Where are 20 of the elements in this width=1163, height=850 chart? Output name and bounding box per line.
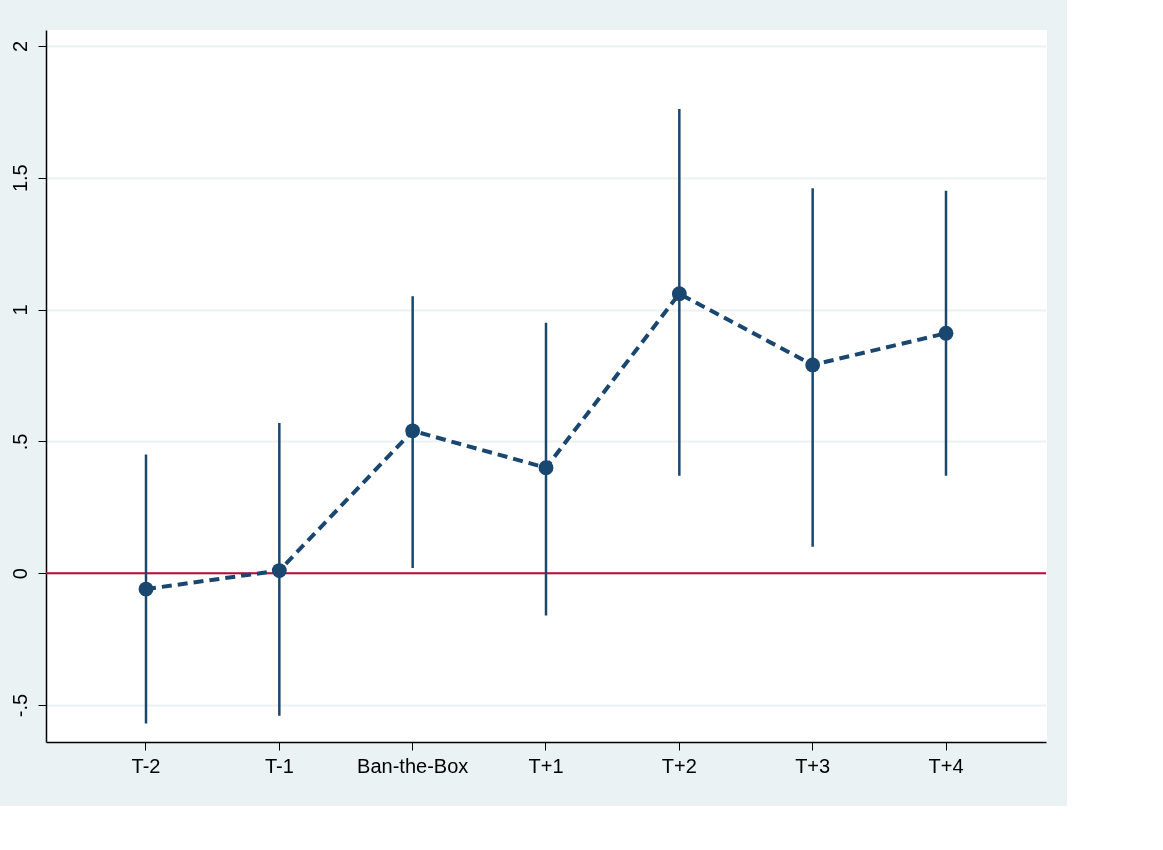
y-tick-label: 0: [8, 568, 31, 580]
point: [271, 563, 287, 578]
y-tick-label: 2: [8, 40, 31, 52]
y-tick-label: 1: [8, 304, 31, 316]
y-tick-label: -.5: [8, 693, 31, 718]
x-tick-label: T+4: [928, 754, 964, 777]
point: [405, 423, 421, 439]
point: [671, 286, 687, 302]
x-tick-label: T+3: [795, 754, 831, 777]
x-tick-label: T+1: [528, 754, 564, 777]
point: [805, 357, 821, 373]
x-tick-label: Ban-the-Box: [357, 754, 469, 777]
x-tick-label: T-2: [131, 754, 161, 777]
y-tick-label: .5: [8, 433, 31, 451]
x-tick-label: T-1: [264, 754, 294, 777]
point: [138, 581, 154, 597]
y-tick-label: 1.5: [8, 164, 31, 193]
point: [538, 460, 554, 476]
x-tick-label: T+2: [661, 754, 697, 777]
point: [938, 325, 954, 341]
